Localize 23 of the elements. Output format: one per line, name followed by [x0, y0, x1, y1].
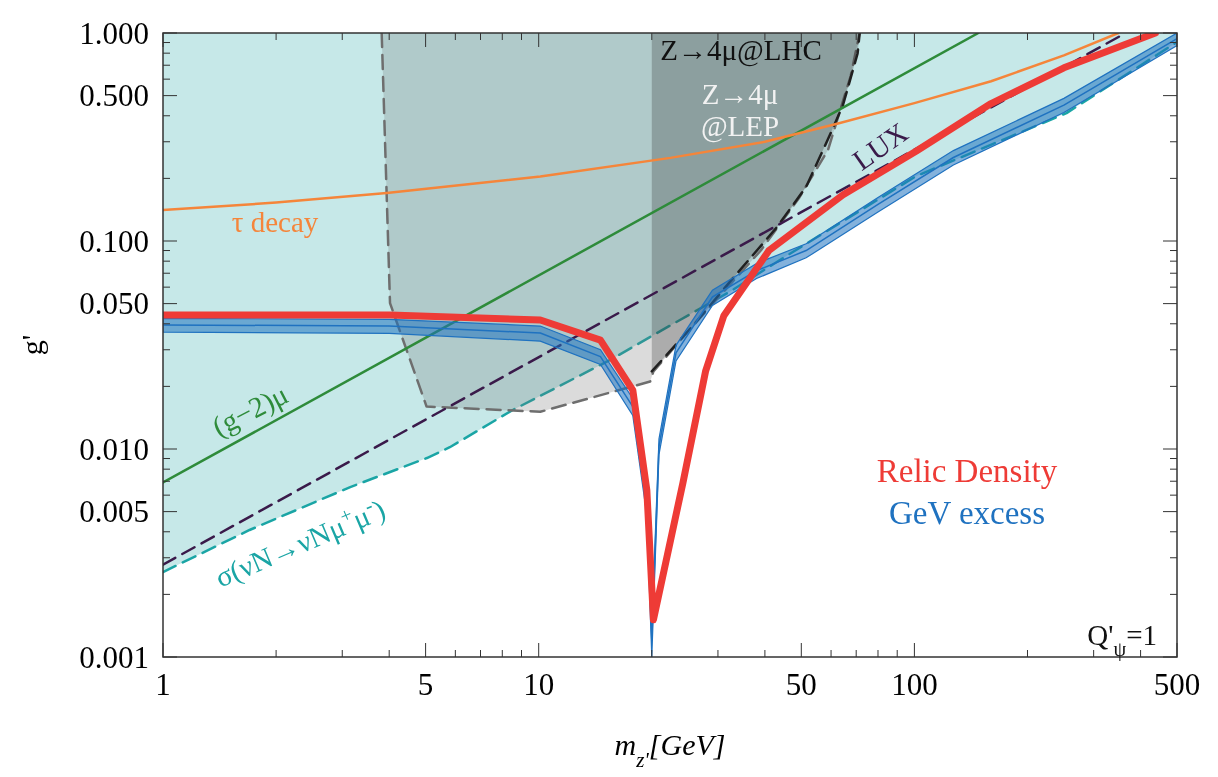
annotation: Z→4μ@LHC	[660, 34, 822, 68]
y-tick-label: 0.010	[79, 431, 149, 467]
x-tick-label: 10	[523, 667, 555, 702]
y-tick-label: 0.500	[79, 78, 149, 114]
x-tick-label: 50	[785, 667, 817, 702]
annotation: Z→4μ @LEP	[700, 78, 780, 144]
y-axis-title: g'	[15, 334, 48, 356]
y-tick-label: 0.050	[79, 286, 149, 322]
y-tick-label: 0.001	[79, 639, 149, 675]
annotation: τ decay	[231, 206, 319, 239]
x-tick-label: 5	[417, 667, 434, 702]
annotation: Q'$_{ψ}$=1	[1087, 619, 1157, 662]
x-tick-label: 1	[155, 667, 171, 702]
x-axis-title: m$_{z'}$[GeV]	[614, 728, 726, 772]
y-tick-label: 0.100	[79, 223, 149, 259]
x-tick-label: 500	[1153, 667, 1201, 702]
text: Relic Density	[876, 453, 1058, 489]
text: GeV excess	[888, 495, 1046, 531]
annotation: (g−2)μ	[207, 377, 294, 444]
annotation: LUX	[846, 115, 914, 177]
y-tick-label: 0.005	[79, 494, 149, 530]
y-tick-label: 1.000	[79, 15, 149, 51]
x-tick-label: 100	[891, 667, 938, 702]
